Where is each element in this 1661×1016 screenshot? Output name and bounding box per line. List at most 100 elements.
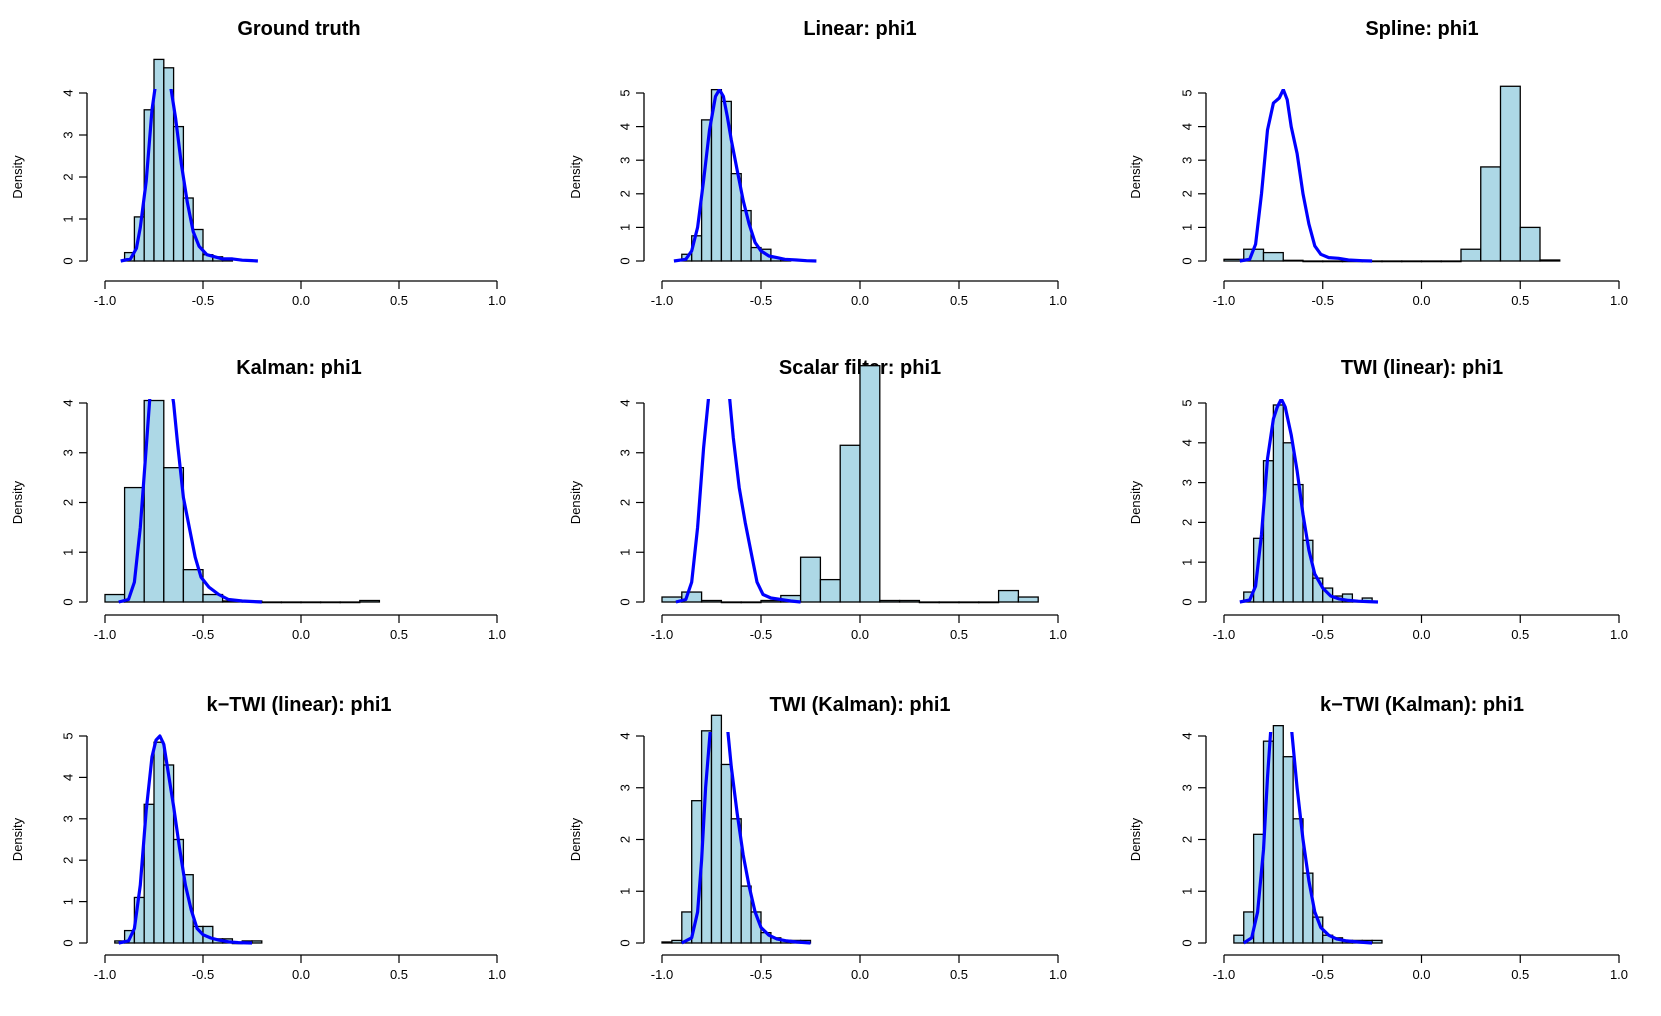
y-tick-label: 1 xyxy=(1179,888,1194,895)
x-tick-label: -0.5 xyxy=(192,967,214,982)
y-tick-label: 1 xyxy=(60,898,75,905)
histogram-bar xyxy=(153,741,165,944)
y-tick-label: 3 xyxy=(1179,157,1194,164)
panel-title: Kalman: phi1 xyxy=(236,357,362,379)
y-tick-label: 3 xyxy=(617,157,632,164)
y-tick-label: 2 xyxy=(60,499,75,506)
histogram-bar xyxy=(661,941,673,944)
y-axis-label: Density xyxy=(1128,817,1143,861)
histogram-bar xyxy=(681,591,703,603)
x-tick-label: 0.5 xyxy=(1511,627,1529,642)
histogram-bar xyxy=(172,125,185,262)
y-tick-label: 3 xyxy=(617,784,632,791)
histogram-bar xyxy=(1401,260,1423,263)
y-tick-label: 4 xyxy=(1179,123,1194,130)
histogram-bar xyxy=(760,599,782,603)
histogram-bar xyxy=(280,601,302,604)
x-tick-label: -0.5 xyxy=(1312,293,1334,308)
histogram-bar xyxy=(1499,85,1521,262)
y-tick-label: 0 xyxy=(60,939,75,946)
x-tick-label: -0.5 xyxy=(1312,627,1334,642)
x-tick-label: -1.0 xyxy=(94,293,116,308)
histogram-bar xyxy=(700,599,723,603)
histogram-bar xyxy=(1272,725,1284,944)
y-tick-label: 2 xyxy=(617,836,632,843)
histogram-bar xyxy=(261,601,283,604)
x-tick-label: -1.0 xyxy=(1213,293,1235,308)
histogram-bar xyxy=(359,599,381,603)
density-curve xyxy=(681,732,811,945)
x-tick-label: 0.0 xyxy=(851,627,869,642)
histogram-bar xyxy=(799,556,822,603)
density-curve xyxy=(120,89,259,263)
histogram-bar xyxy=(720,763,732,944)
density-curve xyxy=(673,89,817,263)
histogram-panel: Spline: phi1 Density 0 1 2 3 4 5 -1.0 -0.5 0.0 0.5 1… xyxy=(1128,18,1628,308)
x-tick-label: 0.0 xyxy=(851,967,869,982)
y-tick-label: 4 xyxy=(60,774,75,781)
density-curve xyxy=(675,399,801,604)
y-tick-label: 1 xyxy=(1179,559,1194,566)
y-tick-label: 0 xyxy=(617,939,632,946)
x-tick-label: 0.0 xyxy=(292,627,310,642)
panel-title: Spline: phi1 xyxy=(1365,18,1478,40)
y-tick-label: 2 xyxy=(1179,836,1194,843)
histogram-bar xyxy=(1440,260,1462,263)
y-tick-label: 3 xyxy=(60,449,75,456)
histogram-bar xyxy=(958,601,980,604)
panel-title: k−TWI (linear): phi1 xyxy=(206,694,391,716)
x-tick-label: -1.0 xyxy=(651,967,673,982)
y-axis-label: Density xyxy=(10,155,25,199)
y-tick-label: 5 xyxy=(60,732,75,739)
y-tick-label: 2 xyxy=(1179,519,1194,526)
y-tick-label: 4 xyxy=(617,732,632,739)
histogram-panel: TWI (Kalman): phi1 Density 0 1 2 3 4 -1.0 -0.5 0.… xyxy=(568,694,1067,982)
x-tick-label: 0.5 xyxy=(390,627,408,642)
histogram-bar xyxy=(339,601,361,604)
x-tick-label: -1.0 xyxy=(1213,627,1235,642)
x-tick-label: -0.5 xyxy=(192,293,214,308)
histogram-bar xyxy=(1302,260,1324,263)
histogram-panel: TWI (linear): phi1 Density 0 1 2 3 4 5 -1.0 -0.5 0… xyxy=(1128,357,1628,642)
x-tick-label: 0.0 xyxy=(1412,967,1430,982)
histogram-bar xyxy=(1519,226,1541,262)
y-tick-label: 0 xyxy=(617,598,632,605)
x-tick-label: 1.0 xyxy=(1610,293,1628,308)
y-tick-label: 0 xyxy=(1179,939,1194,946)
density-curve xyxy=(1239,399,1379,604)
y-tick-label: 1 xyxy=(617,549,632,556)
y-tick-label: 1 xyxy=(1179,224,1194,231)
histogram-bar xyxy=(163,467,185,603)
x-tick-label: 0.0 xyxy=(1412,293,1430,308)
panel-title: k−TWI (Kalman): phi1 xyxy=(1320,694,1524,716)
panel-title: TWI (Kalman): phi1 xyxy=(769,694,950,716)
x-tick-label: 0.5 xyxy=(390,293,408,308)
x-tick-label: 0.0 xyxy=(292,293,310,308)
histogram-bar xyxy=(251,940,263,944)
x-tick-label: 1.0 xyxy=(1610,627,1628,642)
x-tick-label: 0.5 xyxy=(950,967,968,982)
histogram-bar xyxy=(1322,260,1344,263)
density-curve xyxy=(118,399,262,604)
x-tick-label: 0.0 xyxy=(292,967,310,982)
histogram-bar xyxy=(710,714,723,944)
y-tick-label: 1 xyxy=(60,549,75,556)
histogram-bar xyxy=(879,599,901,603)
histogram-bar xyxy=(1282,259,1304,262)
x-tick-label: 1.0 xyxy=(1049,967,1067,982)
histogram-bar xyxy=(182,874,194,944)
y-axis-label: Density xyxy=(10,817,25,861)
histogram-bar xyxy=(1272,404,1284,603)
y-tick-label: 5 xyxy=(1179,89,1194,96)
y-axis-label: Density xyxy=(1128,155,1143,199)
histogram-bar xyxy=(1381,260,1403,263)
y-axis-label: Density xyxy=(1128,480,1143,524)
x-tick-label: 0.5 xyxy=(1511,967,1529,982)
y-tick-label: 3 xyxy=(60,815,75,822)
y-tick-label: 4 xyxy=(60,89,75,96)
x-tick-label: 0.0 xyxy=(1412,627,1430,642)
x-tick-label: -1.0 xyxy=(94,627,116,642)
y-axis-label: Density xyxy=(568,817,583,861)
histogram-bar xyxy=(1233,934,1245,944)
